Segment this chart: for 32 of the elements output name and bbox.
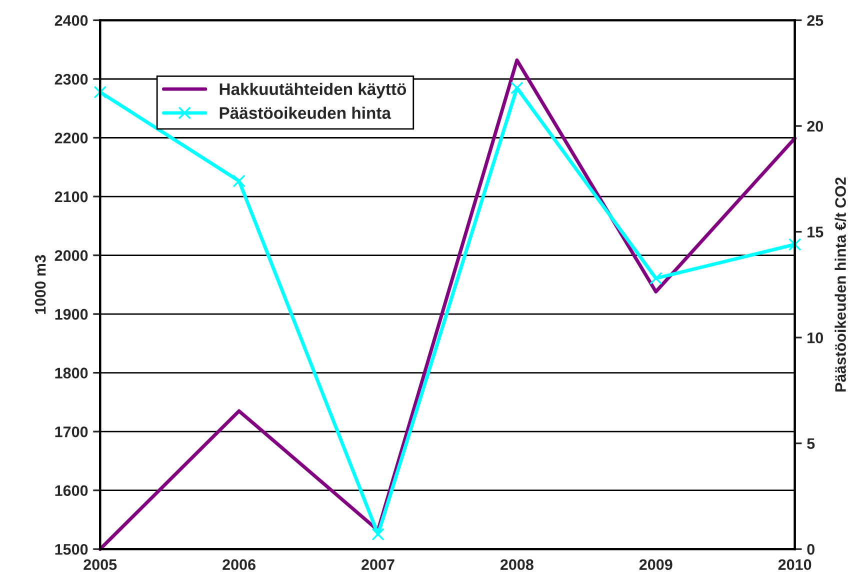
y-tick-label: 1900	[55, 308, 88, 320]
y-tick-label: 2300	[54, 74, 88, 85]
x-tick-label: 2009	[639, 559, 672, 570]
y-tick-label: 2000	[54, 250, 88, 261]
x-tick-label: 2006	[222, 559, 256, 570]
y2-tick-label: 0	[807, 544, 814, 555]
y-tick-label: 1600	[55, 485, 88, 496]
y2-axis-title: Päästöoikeuden hinta €/t CO2	[834, 177, 846, 392]
x-tick-label: 2005	[84, 559, 117, 570]
y-tick-label: 2200	[54, 132, 88, 144]
y2-tick-label: 5	[807, 438, 815, 450]
x-tick-label: 2007	[362, 559, 394, 570]
y-tick-label: 2400	[54, 15, 88, 26]
x-tick-label: 2008	[500, 559, 534, 570]
y2-tick-label: 20	[807, 120, 823, 132]
point	[649, 272, 662, 285]
y2-tick-label: 25	[807, 15, 824, 26]
x-tick-label: 2010	[778, 559, 812, 570]
point	[232, 174, 246, 188]
legend-label: Päästöoikeuden hinta	[220, 106, 392, 119]
point	[788, 238, 802, 251]
point	[94, 86, 106, 99]
y-tick-label: 1700	[55, 426, 88, 438]
y-tick-label: 1500	[55, 544, 88, 555]
point	[372, 528, 384, 541]
y-tick-label: 2100	[54, 191, 88, 202]
y2-tick-label: 10	[808, 332, 823, 344]
legend-label: Hakkuutähteiden käyttö	[220, 82, 406, 98]
point	[510, 82, 524, 94]
y-tick-label: 1800	[55, 368, 88, 378]
y2-tick-label: 15	[808, 226, 824, 238]
y-axis-title: 1000 m3	[34, 255, 46, 314]
